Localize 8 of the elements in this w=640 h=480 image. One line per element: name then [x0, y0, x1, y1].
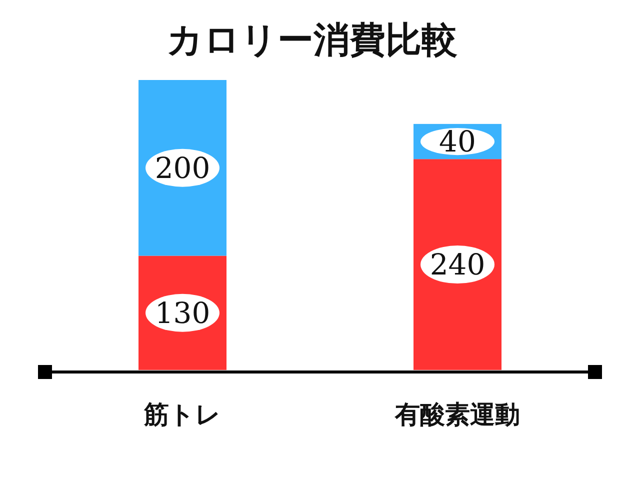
data-label: 130 — [154, 296, 210, 330]
data-label: 240 — [430, 248, 486, 282]
data-label: 40 — [439, 124, 476, 159]
x-tick-label: 有酸素運動 — [394, 400, 520, 429]
chart-title: カロリー消費比較 — [166, 20, 458, 61]
bar — [414, 159, 502, 370]
data-label: 200 — [154, 150, 210, 185]
x-tick-label: 筋トレ — [143, 400, 221, 429]
